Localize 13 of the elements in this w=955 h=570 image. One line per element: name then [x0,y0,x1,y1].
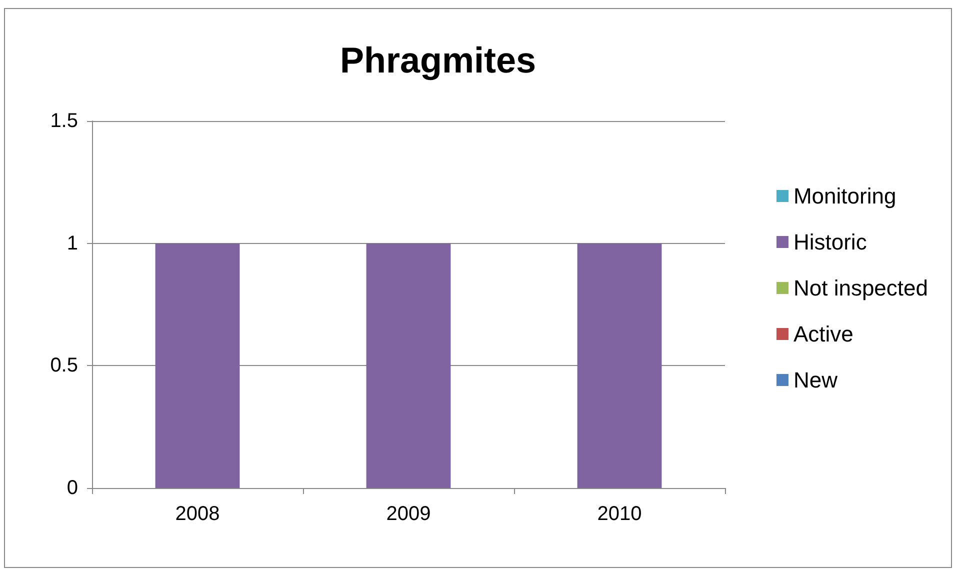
legend-label: Active [793,322,854,346]
y-tick-label: 1 [66,232,78,254]
y-tick-label: 0 [66,477,78,499]
chart-title: Phragmites [340,40,536,80]
x-tick-label: 2008 [175,503,220,525]
y-tick-label: 0.5 [50,354,78,377]
legend-label: Historic [793,230,867,254]
y-tick-label: 1.5 [50,110,78,132]
x-tick-label: 2010 [597,503,642,525]
legend-label: Monitoring [793,184,896,208]
legend-label: Not inspected [793,276,928,300]
x-tick-label: 2009 [386,503,431,525]
legend-label: New [793,368,838,392]
